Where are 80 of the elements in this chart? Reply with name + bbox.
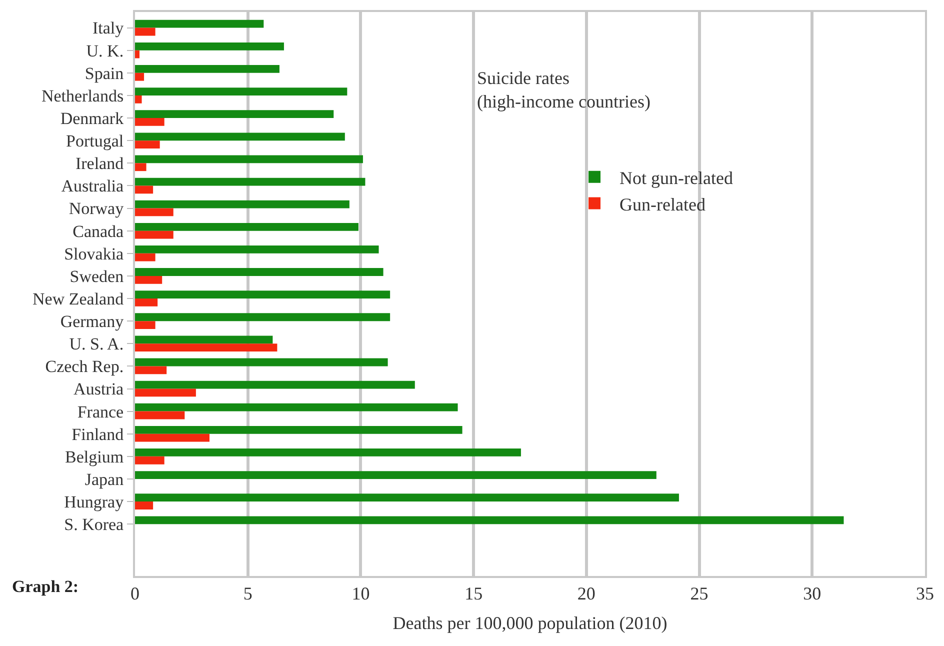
- bar: [135, 456, 164, 464]
- y-tick-label: France: [77, 402, 124, 422]
- bar: [135, 290, 390, 299]
- bar: [135, 88, 348, 96]
- bar: [135, 72, 144, 81]
- bar: [135, 344, 278, 352]
- x-tick-label: 20: [577, 584, 596, 604]
- bar: [135, 208, 174, 216]
- bar: [135, 434, 210, 442]
- bar: [135, 110, 334, 118]
- bar: [135, 411, 185, 420]
- x-axis-title: Deaths per 100,000 population (2010): [392, 613, 668, 634]
- bar: [135, 200, 350, 208]
- bar: [135, 426, 462, 434]
- text: Suicide rates (high-income countries): [477, 68, 650, 112]
- bar: [135, 502, 154, 510]
- bar: [135, 222, 358, 231]
- bar: [135, 313, 390, 322]
- y-tick-label: Austria: [74, 380, 124, 399]
- bar: [135, 336, 273, 344]
- bar: [135, 448, 521, 456]
- y-tick-label: U. S. A.: [69, 334, 124, 354]
- x-tick-label: 10: [352, 584, 370, 604]
- bar: [135, 380, 415, 389]
- y-tick-label: Portugal: [66, 132, 124, 151]
- bar: [135, 358, 388, 366]
- bar: [135, 118, 164, 126]
- y-tick-label: Hungray: [64, 492, 124, 512]
- bar: [135, 253, 156, 262]
- y-tick-label: Canada: [72, 222, 124, 241]
- y-tick-label: Sweden: [70, 266, 124, 286]
- bar: [135, 516, 844, 524]
- y-tick-label: Belgium: [65, 447, 124, 466]
- y-tick-label: Netherlands: [41, 86, 124, 106]
- x-tick-label: 35: [916, 584, 934, 604]
- y-tick-label: Czech Rep.: [45, 357, 124, 376]
- bar: [135, 20, 264, 28]
- y-tick-label: Denmark: [60, 108, 124, 128]
- bar: [135, 178, 366, 186]
- bar: [135, 388, 196, 397]
- legend-label: Not gun-related: [620, 168, 733, 188]
- x-tick-label: 25: [690, 584, 708, 604]
- bar: [135, 268, 384, 276]
- x-tick-label: 5: [243, 584, 252, 604]
- y-tick-label: Japan: [84, 470, 124, 489]
- bar: [135, 298, 158, 306]
- bar: [135, 163, 146, 172]
- y-tick-label: Slovakia: [64, 244, 124, 264]
- bar: [135, 155, 363, 164]
- y-tick-label: Germany: [60, 312, 124, 332]
- y-tick-label: Italy: [92, 18, 124, 38]
- bar: [135, 366, 167, 374]
- bar: [135, 471, 656, 479]
- y-tick-label: U. K.: [86, 41, 124, 60]
- bar: [135, 494, 679, 502]
- bar: [135, 132, 345, 141]
- bar: [135, 246, 379, 254]
- bar: [135, 95, 142, 104]
- y-tick-label: Australia: [61, 176, 124, 196]
- bar: [135, 65, 280, 73]
- bar: [135, 403, 458, 412]
- y-tick-label: Finland: [72, 424, 124, 444]
- x-tick-label: 30: [803, 584, 822, 604]
- bar: [135, 321, 156, 329]
- y-tick-label: New Zealand: [32, 289, 124, 308]
- bar: [135, 276, 162, 284]
- bar: [135, 186, 154, 194]
- bar: [135, 140, 160, 148]
- bar: [135, 230, 174, 239]
- y-tick-label: Ireland: [75, 154, 124, 174]
- y-tick-label: S. Korea: [64, 515, 124, 534]
- bar: [135, 50, 140, 58]
- bar: [135, 28, 156, 36]
- y-tick-label: Norway: [68, 199, 124, 218]
- legend-label: Gun-related: [620, 194, 706, 214]
- bar: [135, 42, 284, 50]
- caption: Graph 2:: [12, 577, 79, 596]
- x-tick-label: 15: [464, 584, 483, 604]
- y-tick-label: Spain: [84, 64, 124, 83]
- x-tick-label: 0: [130, 584, 140, 604]
